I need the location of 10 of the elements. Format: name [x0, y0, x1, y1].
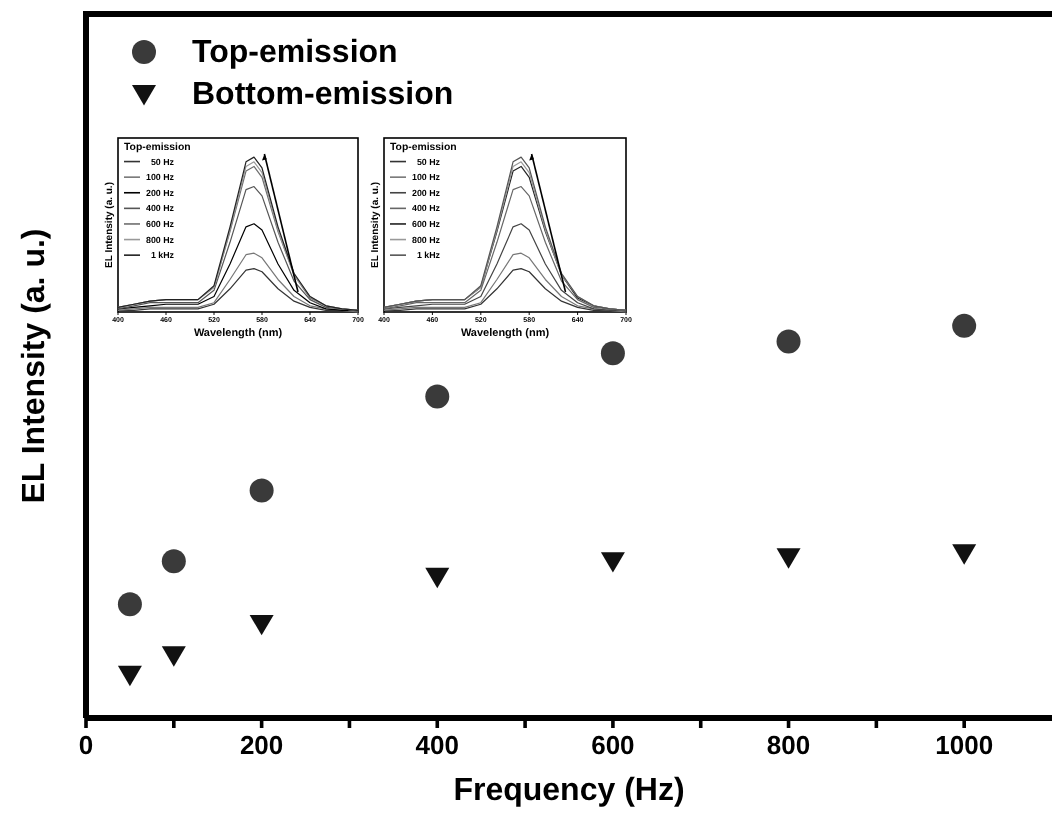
legend-label: Top-emission [192, 36, 398, 70]
x-tick-label: 1000 [935, 730, 994, 760]
legend-label: Bottom-emission [192, 78, 454, 112]
x-tick-label: 200 [239, 730, 284, 760]
x-tick-label: 800 [766, 730, 811, 760]
x-tick-label: 0 [78, 730, 94, 760]
y-axis-title: EL Intensity (a. u.) [18, 228, 52, 504]
x-tick-label: 400 [415, 730, 459, 760]
x-tick-label: 600 [591, 730, 635, 760]
x-axis-title: Frequency (Hz) [453, 774, 685, 808]
